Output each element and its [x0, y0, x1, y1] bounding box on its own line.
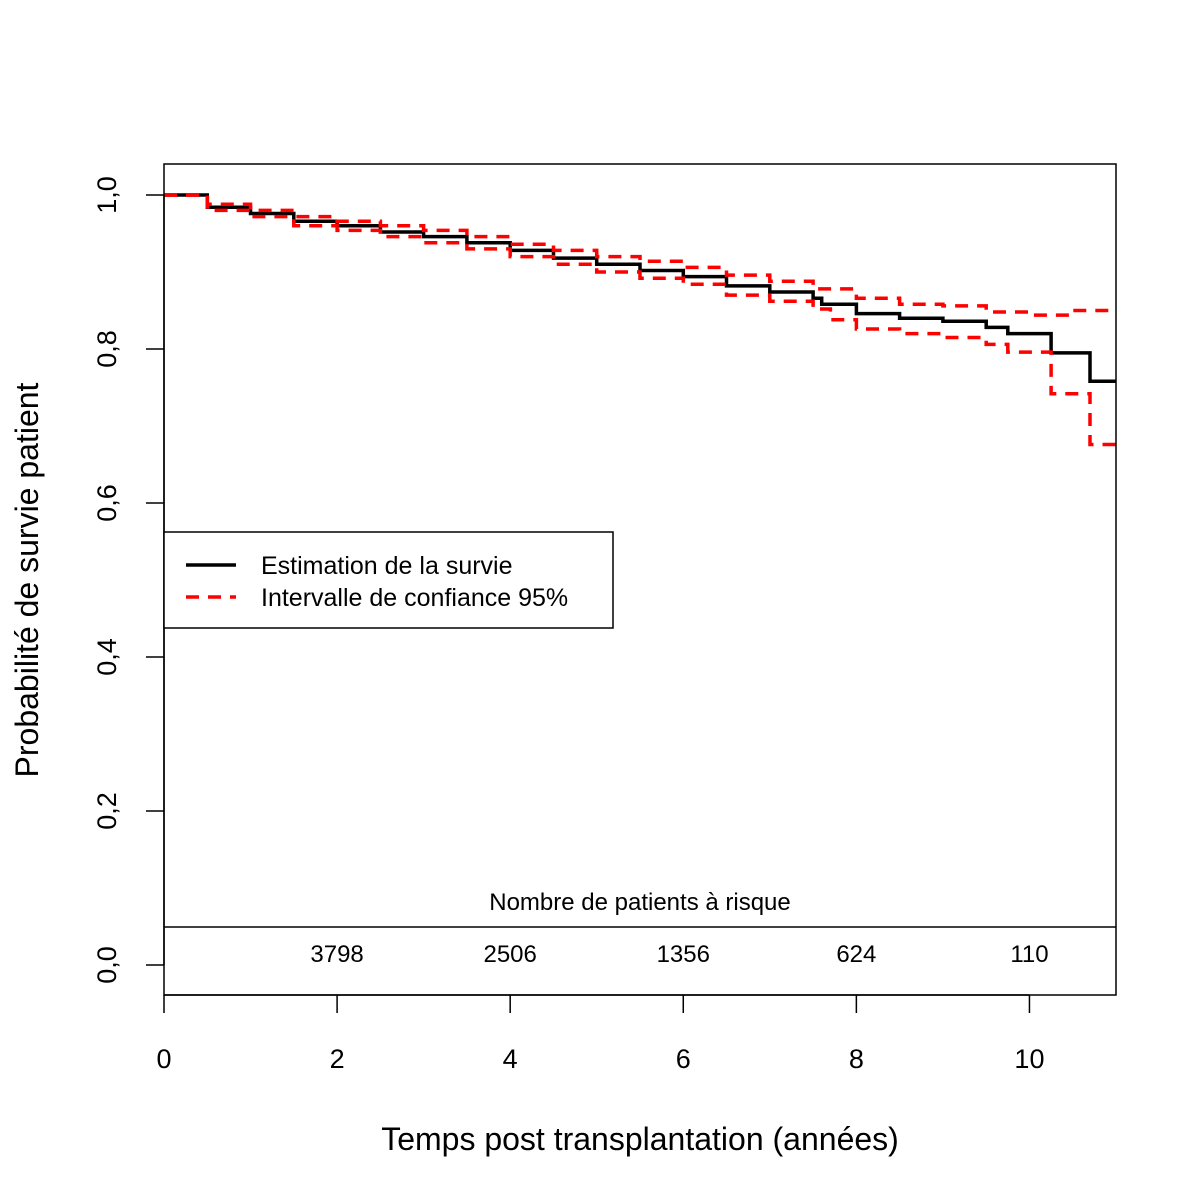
risk-count-1: 2506: [483, 941, 536, 968]
series-line-1: [164, 193, 1116, 317]
risk-count-3: 624: [836, 941, 876, 968]
x-tick-label-2: 4: [503, 1044, 518, 1074]
risk-count-4: 110: [1010, 941, 1048, 968]
legend-box: [163, 531, 614, 629]
risk-count-0: 3798: [310, 941, 363, 968]
series-line-2: [164, 193, 1116, 447]
y-axis-title: Probabilité de survie patient: [9, 382, 45, 777]
x-tick-label-3: 6: [676, 1044, 691, 1074]
risk-counts: 3798 2506 1356 624 110: [310, 941, 1048, 968]
y-tick-label-5: 1,0: [92, 176, 122, 214]
legend-label-estimate: Estimation de la survie: [261, 552, 513, 580]
legend: Estimation de la survie Intervalle de co…: [163, 531, 614, 629]
x-axis-title: Temps post transplantation (années): [381, 1121, 899, 1157]
legend-label-ci: Intervalle de confiance 95%: [261, 584, 568, 612]
risk-table: Nombre de patients à risque 3798 2506 1356…: [164, 889, 1116, 968]
x-tick-label-5: 10: [1014, 1044, 1044, 1074]
x-tick-label-4: 8: [849, 1044, 864, 1074]
x-axis: 0 2 4 6 8 10: [156, 994, 1044, 1074]
risk-table-title: Nombre de patients à risque: [489, 889, 791, 916]
y-tick-label-3: 0,6: [92, 484, 122, 522]
series-layer: [164, 193, 1116, 447]
y-axis: 0,0 0,2 0,4 0,6 0,8 1,0: [92, 176, 165, 984]
y-tick-label-1: 0,2: [92, 792, 122, 830]
y-tick-label-2: 0,4: [92, 638, 122, 676]
risk-count-2: 1356: [657, 941, 710, 968]
y-tick-label-4: 0,8: [92, 330, 122, 368]
y-tick-label-0: 0,0: [92, 946, 122, 984]
x-tick-label-0: 0: [156, 1044, 171, 1074]
x-tick-label-1: 2: [330, 1044, 345, 1074]
